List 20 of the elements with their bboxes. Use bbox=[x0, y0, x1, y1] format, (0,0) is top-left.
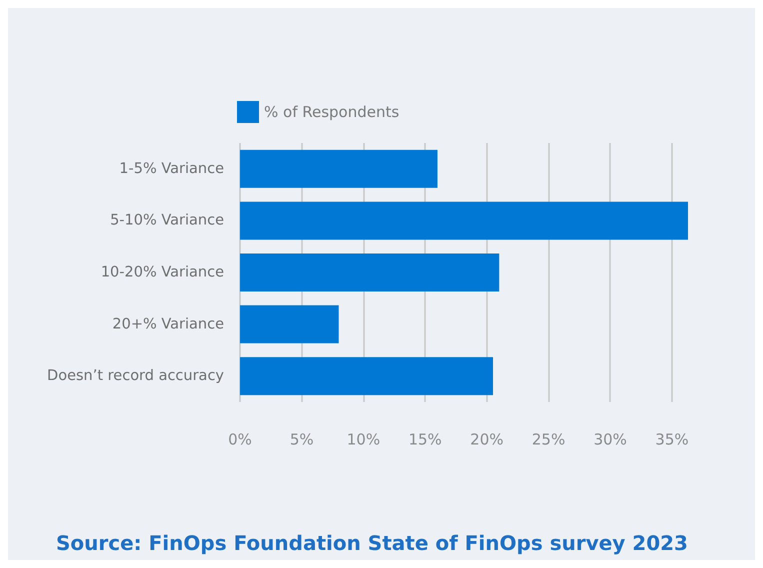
bar bbox=[240, 202, 688, 240]
x-tick-label: 30% bbox=[594, 430, 627, 448]
bar bbox=[240, 150, 438, 188]
x-tick-label: 0% bbox=[228, 430, 252, 448]
legend-label: % of Respondents bbox=[264, 103, 400, 121]
y-tick-label: 5-10% Variance bbox=[110, 212, 224, 229]
source-note: Source: FinOps Foundation State of FinOps survey 2023 bbox=[56, 531, 688, 555]
x-tick-label: 10% bbox=[346, 430, 380, 448]
bar bbox=[240, 254, 500, 292]
y-tick-label: 1-5% Variance bbox=[119, 160, 224, 177]
bar bbox=[240, 305, 339, 344]
x-tick-label: 25% bbox=[532, 430, 566, 448]
x-tick-label: 15% bbox=[408, 430, 442, 448]
x-tick-label: 35% bbox=[655, 430, 689, 448]
y-tick-label: Doesn’t record accuracy bbox=[47, 368, 224, 384]
x-tick-label: 20% bbox=[470, 430, 504, 448]
x-tick-label: 5% bbox=[290, 430, 314, 448]
bar bbox=[240, 357, 494, 396]
y-tick-label: 10-20% Variance bbox=[100, 264, 224, 280]
y-tick-label: 20+% Variance bbox=[112, 316, 224, 332]
